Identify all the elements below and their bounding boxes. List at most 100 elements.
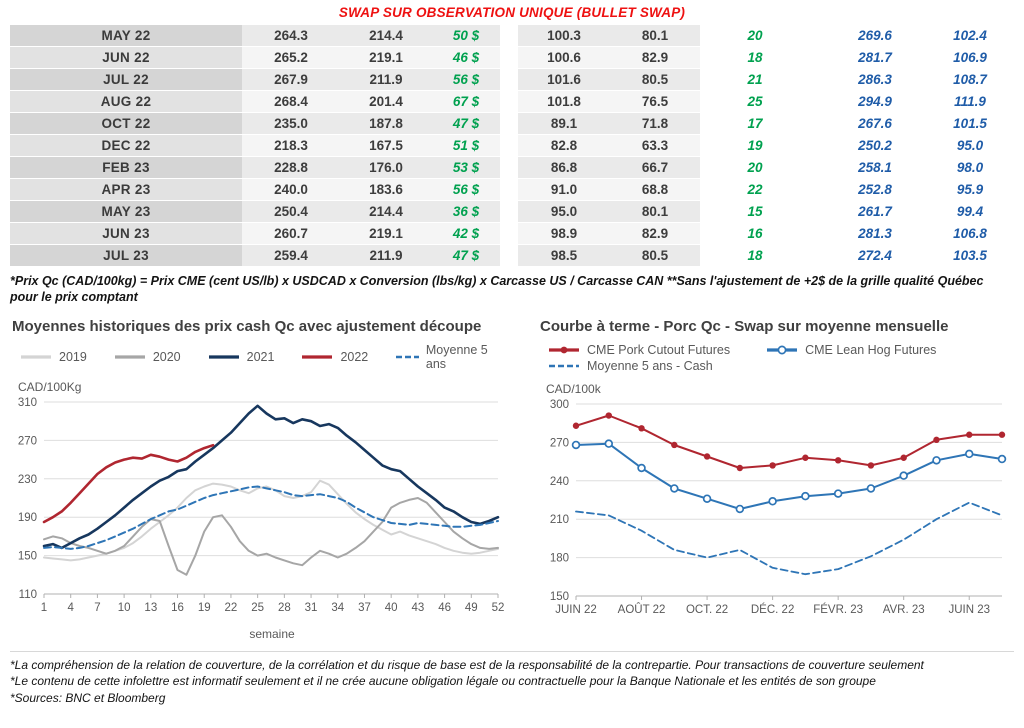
value-cell: 67 $: [432, 91, 500, 112]
svg-text:16: 16: [171, 602, 184, 614]
column-gap: [500, 157, 518, 178]
svg-text:180: 180: [550, 552, 569, 564]
column-gap: [500, 223, 518, 244]
value-cell: 86.8: [518, 157, 610, 178]
svg-text:25: 25: [251, 602, 264, 614]
value-cell: 111.9: [954, 94, 986, 109]
svg-text:DÉC. 22: DÉC. 22: [751, 603, 794, 616]
svg-text:37: 37: [358, 602, 371, 614]
value-cell: 101.8: [518, 91, 610, 112]
svg-text:190: 190: [18, 512, 37, 524]
svg-text:7: 7: [94, 602, 100, 614]
svg-text:310: 310: [18, 397, 37, 409]
value-cell: 100.6: [518, 47, 610, 68]
column-gap: [700, 113, 715, 134]
legend-label: 2021: [246, 349, 275, 364]
column-gap: [500, 25, 518, 46]
value-cell: 183.6: [340, 179, 432, 200]
value-cell: 98.9: [518, 223, 610, 244]
value-cell: 267.6: [858, 116, 892, 131]
value-cell: 68.8: [610, 179, 700, 200]
value-cell: 19: [747, 138, 763, 153]
legend-line-icon: [767, 345, 798, 354]
value-cell: 259.4: [242, 245, 340, 266]
svg-text:31: 31: [305, 602, 318, 614]
value-cell: 108.7: [953, 72, 987, 87]
y-axis-unit-label: CAD/100Kg: [18, 379, 82, 394]
value-cell: 89.1: [518, 113, 610, 134]
swap-table: MAY 22 264.3 214.4 50 $100.3 80.1 20 269.6 102.…: [10, 25, 1012, 266]
svg-text:34: 34: [331, 602, 344, 614]
value-cell: 102.4: [953, 28, 987, 43]
x-axis-label: semaine: [249, 626, 295, 641]
column-gap: [700, 69, 715, 90]
month-cell: MAY 22: [10, 25, 242, 46]
svg-text:JUIN 22: JUIN 22: [555, 604, 597, 616]
legend-item: 2022: [301, 350, 368, 364]
svg-text:22: 22: [225, 602, 238, 614]
value-cell: 51 $: [432, 135, 500, 156]
column-gap: [795, 245, 820, 266]
value-cell: 106.8: [953, 226, 987, 241]
month-cell: MAY 23: [10, 201, 242, 222]
svg-text:52: 52: [492, 602, 505, 614]
table-row: JUL 22 267.9 211.9 56 $ 101.6 80.5 21 286.3 108.…: [10, 69, 1012, 90]
column-gap: [795, 91, 820, 112]
svg-text:19: 19: [198, 602, 211, 614]
value-cell: 80.5: [610, 245, 700, 266]
value-cell: 91.0: [518, 179, 610, 200]
value-cell: 53 $: [432, 157, 500, 178]
legend-item: 2020: [114, 350, 181, 364]
column-gap: [700, 223, 715, 244]
value-cell: 228.8: [242, 157, 340, 178]
value-cell: 95.9: [956, 182, 984, 197]
svg-text:270: 270: [18, 435, 37, 447]
column-gap: [500, 245, 518, 266]
svg-text:49: 49: [465, 602, 478, 614]
value-cell: 294.9: [858, 94, 892, 109]
svg-text:270: 270: [550, 437, 569, 449]
footnote-line: *Sources: BNC et Bloomberg: [10, 691, 166, 706]
svg-text:10: 10: [118, 602, 131, 614]
svg-text:230: 230: [18, 473, 37, 485]
column-gap: [795, 201, 820, 222]
legend-item: 2021: [208, 349, 275, 364]
value-cell: 218.3: [242, 135, 340, 156]
column-gap: [795, 113, 820, 134]
value-cell: 82.9: [610, 223, 700, 244]
table-row: DEC 22 218.3 167.5 51 $ 82.8 63.3 19 250.2 95.0: [10, 135, 1012, 156]
column-gap: [700, 135, 715, 156]
forward-curve-line-chart: 150 180 210 240 270 300 JUIN 22 AOÛT 22 OCT. 22 D…: [550, 399, 1007, 616]
legend-line-icon: [114, 354, 145, 359]
value-cell: 56 $: [432, 179, 500, 200]
legend-line-icon: [21, 354, 51, 359]
table-row: AUG 22 268.4 201.4 67 $ 101.8 76.5 25 294.9 111.…: [10, 91, 1012, 112]
legend-label: 2020: [152, 349, 181, 364]
chart-historical-cash-prices: Moyennes historiques des prix cash Qc av…: [10, 314, 516, 641]
svg-text:40: 40: [385, 602, 398, 614]
value-cell: 71.8: [610, 113, 700, 134]
value-cell: 46 $: [432, 47, 500, 68]
value-cell: 80.1: [610, 201, 700, 222]
value-cell: 18: [747, 50, 763, 65]
historical-prices-line-chart: 110 150 190 230 270 310 1 4 7 10 13 16 19 22 25 28 31 34 3…: [18, 397, 505, 614]
legend-label: Moyenne 5 ans - Cash: [587, 358, 713, 373]
month-cell: AUG 22: [10, 91, 242, 112]
value-cell: 267.9: [242, 69, 340, 90]
value-cell: 219.1: [340, 47, 432, 68]
legend-item: CME Lean Hog Futures: [766, 343, 936, 357]
legend-line-icon: [208, 354, 239, 359]
page-title: SWAP SUR OBSERVATION UNIQUE (BULLET SWAP…: [338, 5, 686, 20]
column-gap: [500, 179, 518, 200]
svg-text:1: 1: [41, 602, 47, 614]
value-cell: 272.4: [858, 248, 892, 263]
value-cell: 258.1: [858, 160, 892, 175]
value-cell: 281.7: [858, 50, 892, 65]
value-cell: 95.0: [518, 201, 610, 222]
value-cell: 66.7: [610, 157, 700, 178]
value-cell: 76.5: [610, 91, 700, 112]
legend-line-icon: [549, 346, 579, 353]
svg-text:FÉVR. 23: FÉVR. 23: [813, 603, 863, 616]
footnotes: *La compréhension de la relation de couv…: [10, 650, 1014, 707]
svg-text:150: 150: [550, 591, 569, 603]
